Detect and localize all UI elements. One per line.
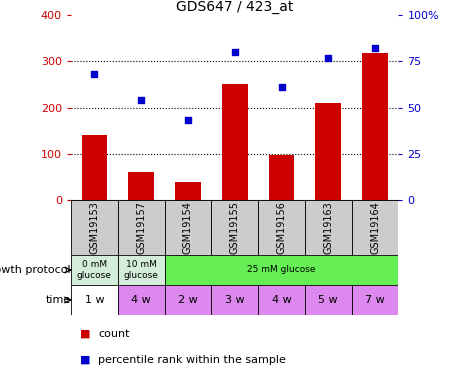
Bar xyxy=(211,285,258,315)
Text: percentile rank within the sample: percentile rank within the sample xyxy=(98,355,286,365)
Point xyxy=(278,84,285,90)
Bar xyxy=(362,53,388,200)
Bar xyxy=(258,285,305,315)
Bar xyxy=(305,200,352,255)
Point xyxy=(231,49,238,55)
Text: GSM19154: GSM19154 xyxy=(183,201,193,254)
Text: count: count xyxy=(98,329,130,339)
Text: growth protocol: growth protocol xyxy=(0,265,71,275)
Bar xyxy=(82,135,107,200)
Bar xyxy=(71,285,118,315)
Bar xyxy=(352,200,398,255)
Bar xyxy=(118,255,164,285)
Text: 10 mM
glucose: 10 mM glucose xyxy=(124,260,158,280)
Text: ■: ■ xyxy=(80,355,91,365)
Text: 0 mM
glucose: 0 mM glucose xyxy=(77,260,112,280)
Text: 2 w: 2 w xyxy=(178,295,198,305)
Point xyxy=(137,97,145,103)
Bar xyxy=(258,200,305,255)
Bar xyxy=(118,285,164,315)
Bar xyxy=(164,200,211,255)
Text: GSM19164: GSM19164 xyxy=(370,201,380,254)
Bar xyxy=(164,285,211,315)
Text: 5 w: 5 w xyxy=(318,295,338,305)
Text: GSM19155: GSM19155 xyxy=(230,201,240,254)
Bar xyxy=(305,285,352,315)
Bar xyxy=(164,255,398,285)
Point xyxy=(371,45,379,51)
Bar xyxy=(211,200,258,255)
Bar xyxy=(118,200,164,255)
Bar xyxy=(71,200,118,255)
Text: 7 w: 7 w xyxy=(365,295,385,305)
Text: GSM19163: GSM19163 xyxy=(323,201,333,254)
Text: 4 w: 4 w xyxy=(131,295,151,305)
Bar xyxy=(175,182,201,200)
Text: GSM19156: GSM19156 xyxy=(277,201,287,254)
Text: GSM19153: GSM19153 xyxy=(89,201,99,254)
Text: GSM19157: GSM19157 xyxy=(136,201,146,254)
Bar xyxy=(269,155,294,200)
Text: time: time xyxy=(46,295,71,305)
Point xyxy=(325,54,332,60)
Bar xyxy=(352,285,398,315)
Text: ■: ■ xyxy=(80,329,91,339)
Text: 25 mM glucose: 25 mM glucose xyxy=(247,266,316,274)
Bar xyxy=(71,255,118,285)
Bar xyxy=(128,172,154,200)
Point xyxy=(91,71,98,77)
Text: 3 w: 3 w xyxy=(225,295,245,305)
Text: 1 w: 1 w xyxy=(85,295,104,305)
Point xyxy=(184,117,191,123)
Bar xyxy=(222,84,248,200)
Title: GDS647 / 423_at: GDS647 / 423_at xyxy=(176,0,294,14)
Bar xyxy=(316,103,341,200)
Text: 4 w: 4 w xyxy=(272,295,291,305)
